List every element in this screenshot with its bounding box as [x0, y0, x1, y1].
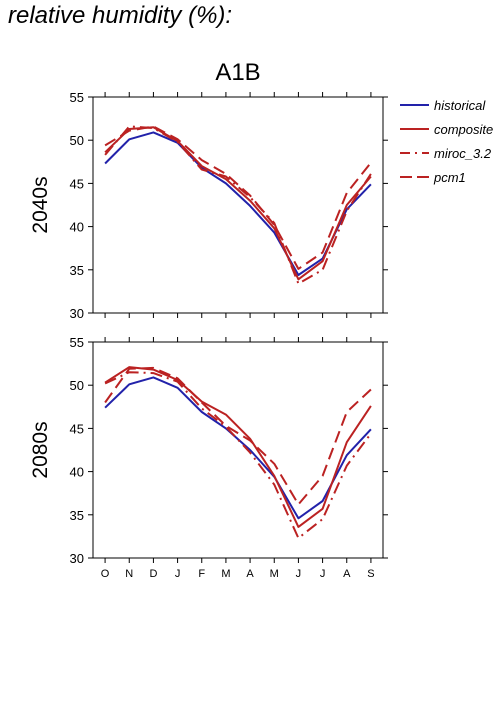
series-line-historical — [104, 376, 372, 520]
x-tick-label: F — [198, 568, 205, 580]
x-tick-label: J — [296, 568, 302, 580]
panel-label: 2080s — [29, 421, 52, 478]
legend-label: historical — [434, 98, 486, 113]
y-tick-label: 50 — [70, 378, 84, 393]
y-tick-label: 55 — [70, 90, 84, 105]
plot-frame — [92, 96, 384, 314]
panel-2040s: 30 35 40 45 50 55 2040s — [29, 90, 388, 321]
plot-frame — [92, 341, 384, 559]
y-tick-label: 45 — [70, 176, 84, 191]
legend-label: miroc_3.2 — [434, 146, 492, 161]
y-tick-label: 40 — [70, 465, 84, 480]
series-line-miroc-3-2 — [104, 371, 372, 540]
legend: historical composite miroc_3.2 pcm1 — [400, 98, 493, 185]
y-tick-label: 40 — [70, 220, 84, 235]
y-tick-label: 30 — [70, 306, 84, 321]
x-tick-label: A — [246, 568, 254, 580]
legend-label: composite — [434, 122, 493, 137]
x-tick-label: A — [343, 568, 351, 580]
x-tick-label: M — [270, 568, 279, 580]
x-tick-label: N — [125, 568, 133, 580]
y-tick-label: 55 — [70, 335, 84, 350]
series-line-composite — [104, 366, 372, 528]
x-tick-label: D — [149, 568, 157, 580]
y-tick-label: 45 — [70, 421, 84, 436]
series-line-composite — [104, 126, 372, 281]
legend-label: pcm1 — [433, 170, 466, 185]
series-line-pcm1 — [104, 366, 372, 506]
series-line-miroc-3-2 — [104, 125, 372, 285]
y-tick-label: 30 — [70, 551, 84, 566]
scenario-label: A1B — [215, 59, 260, 86]
y-tick-label: 35 — [70, 508, 84, 523]
y-tick-label: 35 — [70, 263, 84, 278]
x-tick-label: S — [367, 568, 374, 580]
x-tick-label: J — [320, 568, 326, 580]
panel-label: 2040s — [29, 176, 52, 233]
page-title: relative humidity (%): — [8, 2, 233, 29]
panel-2080s: 30 35 40 45 50 55 O N D J F M A M J J A S 2080s — [29, 335, 388, 580]
x-tick-label: M — [221, 568, 230, 580]
series-line-historical — [104, 131, 372, 276]
x-tick-label: J — [175, 568, 181, 580]
y-tick-label: 50 — [70, 133, 84, 148]
x-tick-label: O — [101, 568, 110, 580]
series-line-pcm1 — [104, 125, 372, 270]
